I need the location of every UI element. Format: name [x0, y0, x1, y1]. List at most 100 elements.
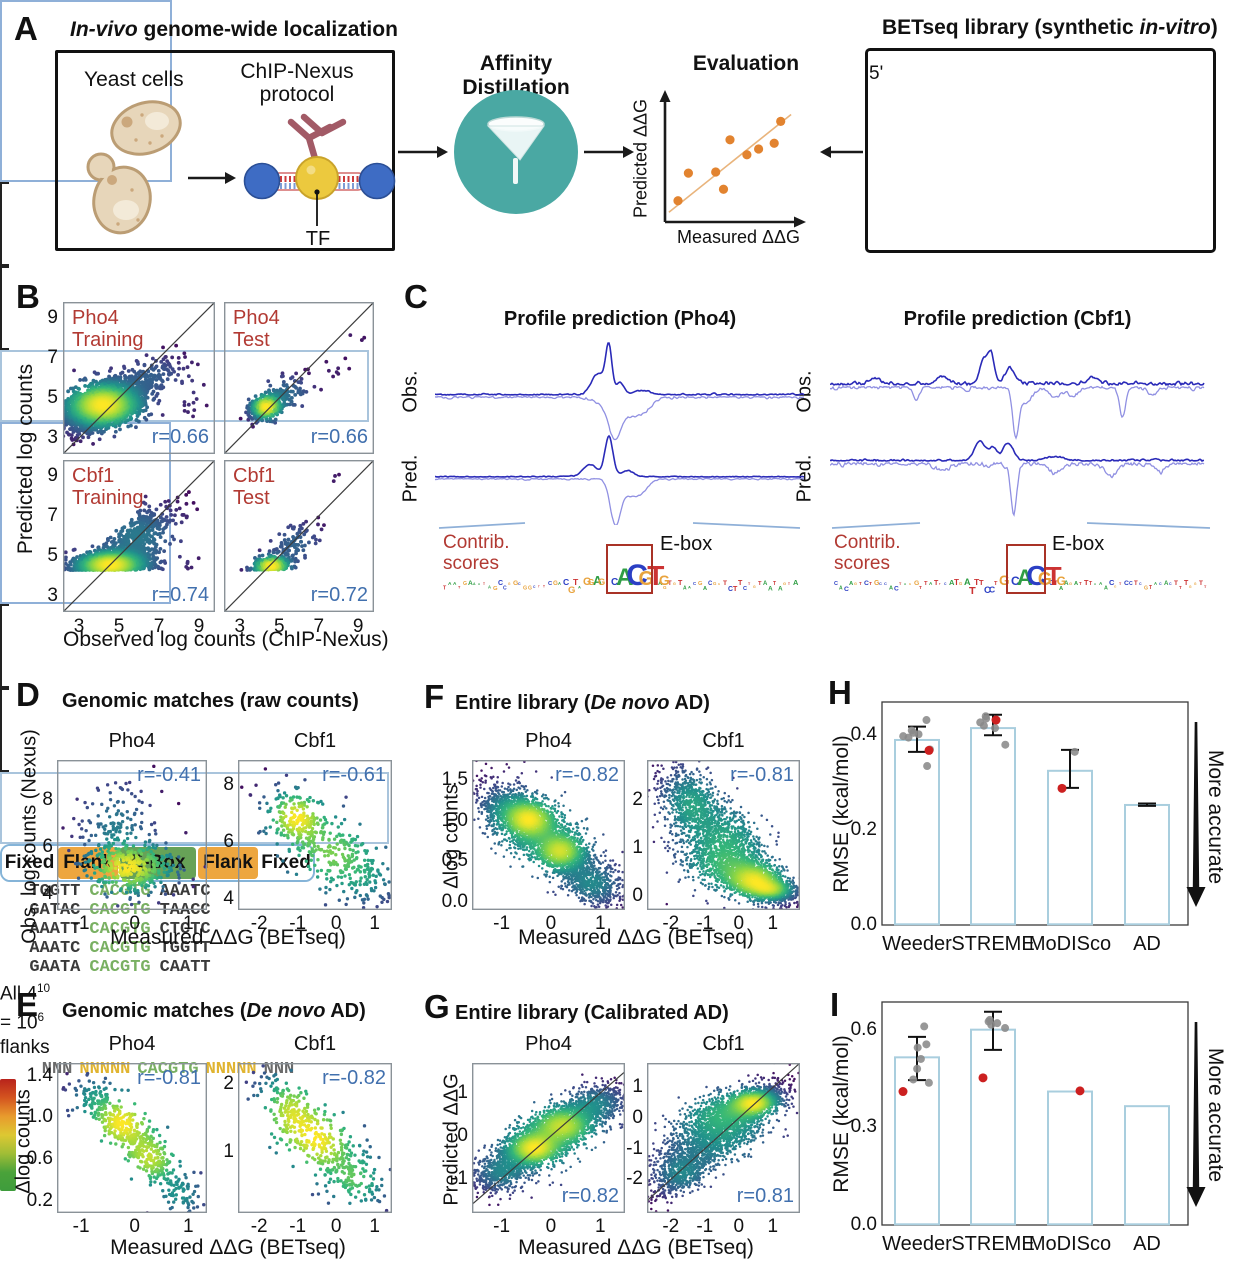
- arrow-box-to-affinity: [398, 146, 448, 158]
- bar-category: AD: [1133, 933, 1161, 955]
- x-tick: 0: [733, 1216, 745, 1237]
- antibody-icon: [287, 113, 347, 166]
- y-tick: 1.0: [441, 809, 468, 831]
- subplot-name: Pho4: [525, 1033, 572, 1055]
- g-title-pre: Entire library (Calibrated AD): [455, 1002, 729, 1024]
- x-tick: 0: [545, 913, 557, 934]
- subplot-name: Cbf1: [702, 1033, 745, 1055]
- betseq-box: [865, 48, 1216, 253]
- bar-ad: [1124, 1105, 1170, 1226]
- eval-data-point: [683, 168, 694, 178]
- scatter-canvas-cbf1-training: [63, 460, 215, 612]
- x-tick: 0: [545, 1216, 557, 1237]
- f-title: Entire library (De novo AD): [455, 692, 710, 715]
- scatter-canvas-cbf1: [647, 760, 800, 910]
- chip-nexus-icon: [243, 113, 396, 226]
- y-tick: 3: [47, 427, 58, 448]
- chip-nexus-line1: ChIP-Nexus: [240, 60, 354, 83]
- sequence-flank: GAATA: [29, 958, 81, 977]
- replicate-dot-gray: [913, 1064, 922, 1073]
- bar-category: MoDISco: [1028, 1233, 1112, 1255]
- profile-canvas-C-Pho4: [435, 333, 805, 525]
- replicate-dot-red: [978, 1073, 988, 1083]
- y-tick: 8: [42, 788, 53, 810]
- more-accurate-arrow-H: [1186, 722, 1206, 907]
- x-tick: -1: [696, 913, 714, 934]
- plot-frame: [881, 1001, 1189, 1226]
- nucleosome-icon: [243, 162, 281, 200]
- f-title-pre: Entire library (: [455, 692, 591, 714]
- r-value: r=0.66: [151, 426, 209, 448]
- arrow-affinity-to-eval: [584, 146, 634, 158]
- betseq-segment-fixed: Fixed: [2, 846, 57, 880]
- sequence-ebox: CACGTG: [89, 958, 151, 977]
- y-tick: 1.4: [26, 1064, 53, 1086]
- scatter-canvas-pho4: [57, 760, 207, 910]
- scatter-canvas-pho4: [472, 1063, 625, 1213]
- replicate-dot-gray: [904, 733, 913, 742]
- e-title-pre: Genomic matches (: [62, 1000, 247, 1022]
- chip-nexus-line2: protocol: [259, 83, 335, 106]
- y-tick: 1: [457, 1082, 468, 1103]
- eval-data-point: [718, 184, 729, 194]
- invivo-title-italic: In-vivo: [70, 18, 138, 41]
- y-tick: 1: [632, 1076, 643, 1098]
- connector-line: [692, 522, 801, 529]
- x-tick: 0: [330, 913, 342, 934]
- panel-label-a: A: [14, 10, 38, 47]
- replicate-dot-gray: [916, 1054, 925, 1063]
- betseq-title-post: ): [1210, 16, 1218, 39]
- x-tick: -1: [493, 913, 511, 934]
- down-arrow-icon: [1186, 1022, 1206, 1207]
- replicate-dot-gray: [982, 714, 991, 723]
- subplot-label: Pho4 Training: [72, 307, 144, 351]
- r-value: r=0.74: [151, 584, 209, 606]
- y-tick: 0.2: [850, 819, 877, 841]
- betseq-sequence-row: AAATC CACGTG TGGTT: [0, 939, 240, 958]
- replicate-dot-red: [1057, 783, 1067, 793]
- bar-streme: [970, 1028, 1016, 1226]
- bar-category: Weeder: [882, 933, 952, 955]
- more-accurate-arrow-I: [1186, 1022, 1206, 1207]
- scatter-canvas-pho4: [57, 1063, 207, 1213]
- f-xlabel: Measured ΔΔG (BETseq): [518, 926, 754, 949]
- y-tick: -1: [626, 1137, 643, 1159]
- y-tick: 1: [223, 1141, 234, 1163]
- replicate-dot-gray: [924, 1078, 933, 1087]
- y-tick: 4: [223, 887, 234, 909]
- y-tick: 8: [223, 774, 234, 796]
- replicate-dot-gray: [920, 1022, 929, 1031]
- y-tick: 0.0: [441, 890, 468, 912]
- replicate-dot-gray: [987, 1020, 996, 1029]
- connector-line: [831, 522, 921, 529]
- x-tick: 0: [330, 1216, 342, 1237]
- replicate-dot-gray: [979, 721, 988, 730]
- panel-label-c: C: [404, 278, 428, 315]
- x-tick: 1: [767, 1216, 779, 1237]
- r-value: r=-0.81: [730, 764, 794, 786]
- c-pho4-title: Profile prediction (Pho4): [503, 308, 737, 330]
- eval-data-point: [742, 150, 752, 160]
- b-xlabel: Observed log counts (ChIP-Nexus): [63, 628, 389, 651]
- replicate-dot-gray: [913, 1043, 922, 1052]
- x-tick: -2: [662, 913, 680, 934]
- y-tick: 0.6: [26, 1147, 53, 1169]
- scatter-canvas-pho4-test: [224, 302, 374, 454]
- y-tick: 6: [223, 831, 234, 853]
- y-tick: -2: [626, 1168, 643, 1190]
- x-tick: -1: [493, 1216, 511, 1237]
- y-tick: 0.2: [26, 1189, 53, 1211]
- sequence-flank: AAATC: [29, 939, 81, 958]
- betseq-title-pre: BETseq library (synthetic: [882, 16, 1140, 39]
- invivo-title-rest: genome-wide localization: [137, 18, 398, 41]
- y-tick: 0: [632, 884, 643, 906]
- profile-canvas-C-Cbf1: [830, 333, 1205, 525]
- chip-nexus-label: ChIP-Nexus protocol: [233, 60, 361, 106]
- replicate-dot-red: [924, 745, 934, 755]
- i-ylabel: RMSE (kcal/mol): [830, 1035, 853, 1193]
- bar-category: AD: [1133, 1233, 1161, 1255]
- b-ylabel: Predicted log counts: [14, 363, 37, 555]
- x-tick: -1: [72, 1216, 90, 1237]
- y-tick: 9: [47, 465, 58, 486]
